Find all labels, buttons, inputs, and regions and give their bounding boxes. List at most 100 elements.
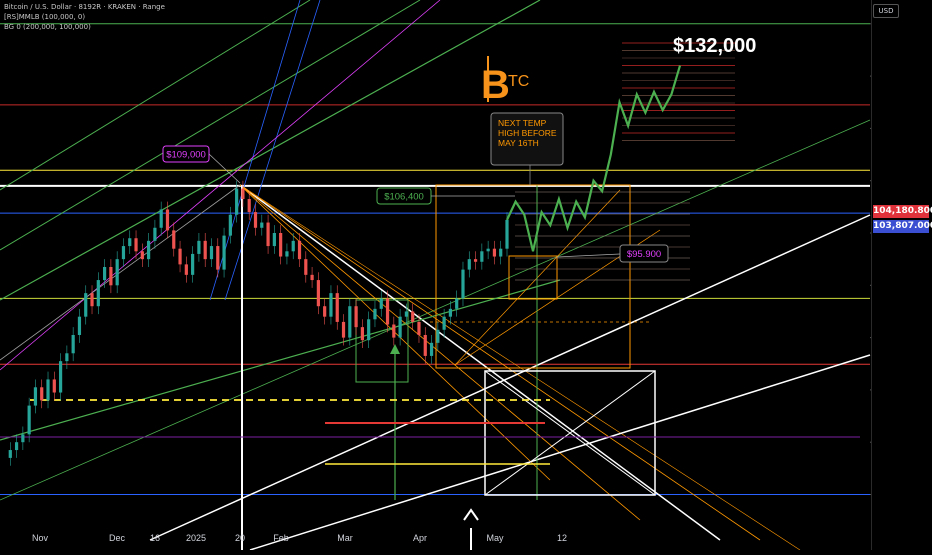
candle-body [316, 280, 320, 307]
candle-body [480, 251, 484, 262]
candle-body [8, 450, 12, 458]
candle-body [429, 342, 434, 356]
price-label-109: $109,000 [162, 145, 210, 163]
indicator-rsmmlb[interactable]: [RS]MMLB (100,000, 0) [4, 13, 86, 21]
candle-body [442, 316, 446, 330]
candle-body [354, 306, 358, 328]
candle-body [109, 266, 113, 286]
candle-body [373, 308, 377, 320]
next-temp-line: MAY 16TH [498, 138, 539, 148]
trend-line [249, 354, 871, 551]
candle-body [279, 233, 283, 257]
candle-body [455, 298, 459, 309]
candle-body [134, 238, 138, 252]
x-tick-label: Mar [337, 533, 353, 543]
candle-body [235, 188, 239, 215]
candle-body [103, 266, 107, 281]
callout-pointer [208, 153, 241, 184]
trend-line [224, 0, 321, 301]
x-tick-label: 20 [235, 533, 245, 543]
x-tick-label: 16 [150, 533, 160, 543]
x-tick-label: Dec [109, 533, 126, 543]
callout-text: $109,000 [166, 150, 206, 161]
price-axis[interactable] [871, 0, 932, 550]
btc-logo-text: TC [508, 73, 529, 90]
candle-body [272, 233, 276, 247]
trend-line [0, 119, 871, 501]
candle-body [417, 321, 421, 335]
candle-body [84, 293, 88, 317]
trend-line [0, 184, 241, 361]
candle-body [392, 324, 396, 338]
candle-body [411, 311, 415, 322]
candle-body [14, 442, 19, 451]
trend-line [0, 0, 441, 371]
candle-body [461, 269, 465, 299]
candle-body [436, 329, 440, 343]
candle-body [473, 259, 478, 262]
forecast-line [506, 65, 682, 252]
candle-body [33, 387, 38, 406]
candle-body [90, 293, 94, 307]
level-price-tag: 103,807.000 [873, 220, 932, 233]
candle-body [505, 219, 509, 249]
orange-box [435, 184, 631, 369]
candle-body [247, 199, 251, 213]
candle-body [266, 222, 270, 247]
candle-body [341, 321, 346, 338]
candle-body [96, 280, 100, 307]
candle-body [291, 240, 295, 252]
trend-line [239, 184, 761, 541]
candle-body [184, 264, 188, 275]
x-tick-label: May [486, 533, 504, 543]
candle-body [71, 334, 75, 354]
price-label-106: $106,400 [376, 187, 432, 205]
candle-body [128, 238, 132, 247]
callout-text: $106,400 [384, 192, 424, 203]
candle-body [492, 248, 497, 257]
candle-body [58, 361, 63, 393]
candle-body [398, 316, 402, 338]
candle-body [329, 293, 333, 317]
arrow-up-green [390, 344, 400, 354]
currency-button[interactable]: USD [873, 4, 899, 18]
symbol-title[interactable]: Bitcoin / U.S. Dollar · 8192R · KRAKEN ·… [4, 3, 165, 11]
candle-body [367, 319, 371, 341]
candle-body [228, 214, 232, 236]
btc-logo-icon: B [481, 63, 510, 107]
candle-body [379, 298, 383, 309]
next-temp-line: NEXT TEMP [498, 118, 547, 128]
candle-body [486, 248, 490, 252]
trend-line [149, 214, 871, 541]
candle-body [448, 308, 453, 317]
candle-body [203, 240, 207, 260]
candle-body [360, 327, 364, 341]
candle-body [153, 227, 157, 241]
candle-body [216, 246, 220, 270]
candle-body [241, 188, 245, 200]
next-temp-line: HIGH BEFORE [498, 128, 557, 138]
callout-pointer [556, 253, 621, 258]
trend-line [239, 184, 641, 521]
candle-body [335, 293, 339, 322]
callout-box [490, 112, 564, 166]
callout-box [619, 244, 669, 263]
x-tick-label: 2025 [186, 533, 206, 543]
candle-body [65, 353, 69, 362]
trend-line [0, 0, 311, 191]
candle-body [285, 251, 289, 257]
candle-body [165, 209, 170, 231]
candle-body [323, 306, 327, 317]
candle-body [172, 230, 176, 249]
callout-text: $95.900 [627, 249, 661, 260]
candle-body [77, 316, 82, 335]
candle-body [115, 259, 119, 286]
candle-body [178, 248, 182, 265]
candle-body [209, 246, 214, 260]
candle-body [140, 251, 144, 260]
price-label-95: $95.900 [619, 244, 669, 263]
orange-box-small [508, 255, 558, 300]
indicator-bg[interactable]: BG 0 (200,000, 100,000) [4, 23, 91, 31]
